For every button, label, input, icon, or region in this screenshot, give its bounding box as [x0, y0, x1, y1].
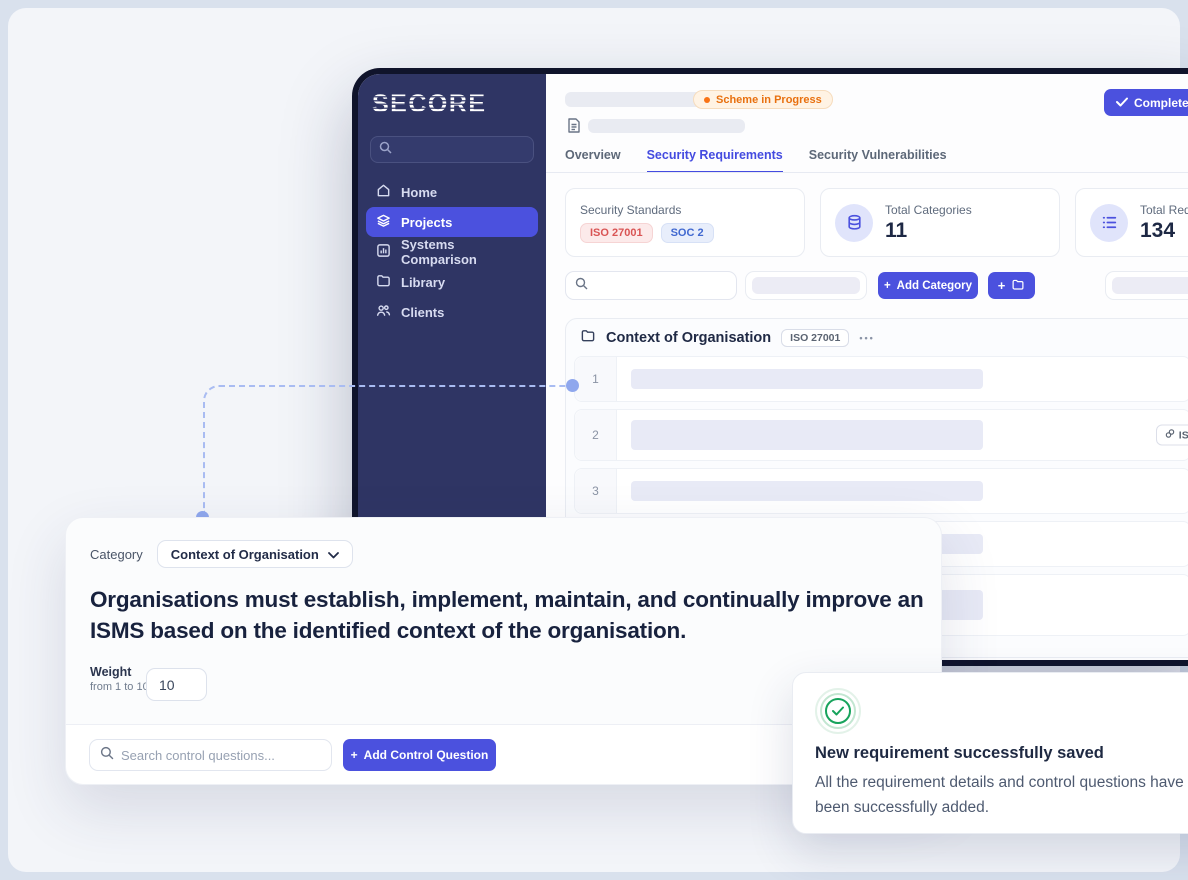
tab-bar: Overview Security Requirements Security … — [565, 148, 947, 173]
control-question-search-input[interactable] — [121, 747, 321, 763]
sidebar-item-clients[interactable]: Clients — [366, 297, 538, 327]
requirement-row-2[interactable]: 2 ISO 27001 — [574, 409, 1188, 461]
placeholder-bar — [631, 369, 983, 389]
placeholder-bar — [631, 481, 983, 501]
weight-hint: from 1 to 10 — [90, 681, 149, 693]
users-icon — [376, 303, 391, 321]
sidebar-item-label: Home — [401, 184, 438, 200]
plus-icon: + — [997, 278, 1006, 293]
tab-security-requirements[interactable]: Security Requirements — [646, 148, 783, 173]
toast-title: New requirement successfully saved — [815, 744, 1104, 762]
card-title: Total Categories — [885, 202, 972, 217]
stat-cards: Security Standards ISO 27001 SOC 2 Total… — [565, 188, 1188, 257]
check-icon — [1116, 96, 1128, 110]
requirement-row-3[interactable]: 3 — [574, 468, 1188, 514]
iso-27001-badge: ISO 27001 — [580, 222, 653, 243]
total-categories-card: Total Categories 11 — [820, 188, 1060, 257]
card-value: 11 — [885, 218, 908, 242]
total-requirements-card: Total Requirements 134 — [1075, 188, 1188, 257]
database-icon — [835, 203, 873, 242]
card-title: Security Standards — [580, 202, 682, 217]
sidebar-item-label: Systems Comparison — [401, 237, 477, 267]
sidebar-item-systems-comparison[interactable]: Systems Comparison — [366, 237, 538, 267]
weight-label: Weight — [90, 665, 132, 679]
section-menu-button[interactable]: ••• — [859, 332, 875, 343]
folder-icon — [580, 328, 596, 348]
placeholder-bar — [631, 420, 983, 450]
complete-assessment-button[interactable]: Complete Assessment — [1104, 89, 1188, 116]
search-icon — [379, 141, 392, 159]
sidebar-item-library[interactable]: Library — [366, 267, 538, 297]
requirements-search-input[interactable] — [565, 271, 737, 300]
home-icon — [376, 183, 391, 201]
search-icon — [575, 277, 588, 295]
folder-icon — [376, 273, 391, 291]
view-toggle-placeholder[interactable] — [1105, 271, 1188, 300]
weight-input[interactable] — [146, 668, 207, 701]
app-logo: SECORE — [372, 90, 487, 118]
document-icon — [566, 117, 582, 139]
soc-2-badge: SOC 2 — [660, 222, 714, 243]
plus-icon: + — [883, 279, 891, 292]
list-icon — [1090, 203, 1128, 242]
bar-chart-icon — [376, 243, 391, 261]
sidebar-search-input[interactable] — [370, 136, 534, 163]
app-window: SECORE Home Projects Systems Comparison … — [358, 74, 1188, 660]
category-section: Context of Organisation ISO 27001 ••• 1 … — [565, 318, 1188, 658]
requirement-row-1[interactable]: 1 — [574, 356, 1188, 402]
card-title: Total Requirements — [1140, 202, 1188, 217]
add-control-question-button[interactable]: + Add Control Question — [343, 739, 496, 771]
layers-icon — [376, 213, 391, 231]
success-toast: New requirement successfully saved All t… — [792, 672, 1188, 834]
category-label: Category — [90, 546, 143, 562]
row-number: 3 — [575, 469, 617, 513]
security-standards-card: Security Standards ISO 27001 SOC 2 — [565, 188, 805, 257]
plus-icon: + — [350, 748, 358, 762]
section-title: Context of Organisation — [606, 329, 772, 346]
row-number: 1 — [575, 357, 617, 401]
row-standard-badge: ISO 27001 — [1155, 424, 1188, 446]
sidebar-item-home[interactable]: Home — [366, 177, 538, 207]
folder-icon — [1011, 278, 1025, 294]
category-dropdown[interactable]: Context of Organisation — [156, 540, 353, 568]
section-header: Context of Organisation ISO 27001 ••• — [566, 319, 1188, 356]
filter-dropdown-placeholder[interactable] — [745, 271, 867, 300]
status-badge: Scheme in Progress — [693, 90, 833, 109]
add-category-button[interactable]: + Add Category — [878, 272, 978, 299]
status-dot-icon — [704, 96, 710, 103]
requirement-headline: Organisations must establish, implement,… — [90, 587, 924, 643]
sidebar-item-label: Clients — [401, 304, 445, 320]
sidebar-item-label: Library — [401, 274, 446, 290]
card-value: 134 — [1140, 218, 1176, 242]
sidebar-menu: Home Projects Systems Comparison Library… — [366, 177, 538, 327]
toast-message: All the requirement details and control … — [815, 774, 1184, 816]
row-number: 2 — [575, 410, 617, 460]
weight-label-block: Weight from 1 to 10 — [90, 665, 149, 693]
connector-dot-row — [566, 379, 579, 392]
success-check-icon — [815, 688, 861, 734]
project-subtitle-placeholder — [588, 119, 745, 133]
search-icon — [100, 746, 114, 765]
sidebar-item-projects[interactable]: Projects — [366, 207, 538, 237]
sidebar-item-label: Projects — [401, 214, 453, 230]
link-icon — [1165, 429, 1175, 442]
tab-divider — [546, 172, 1188, 173]
section-standard-badge: ISO 27001 — [781, 328, 850, 347]
chevron-down-icon — [327, 547, 339, 562]
control-question-search[interactable] — [89, 739, 332, 771]
connector-dashed-line — [203, 385, 571, 513]
add-folder-button[interactable]: + — [988, 272, 1035, 299]
tab-overview[interactable]: Overview — [565, 148, 621, 162]
tab-security-vulnerabilities[interactable]: Security Vulnerabilities — [808, 148, 947, 162]
